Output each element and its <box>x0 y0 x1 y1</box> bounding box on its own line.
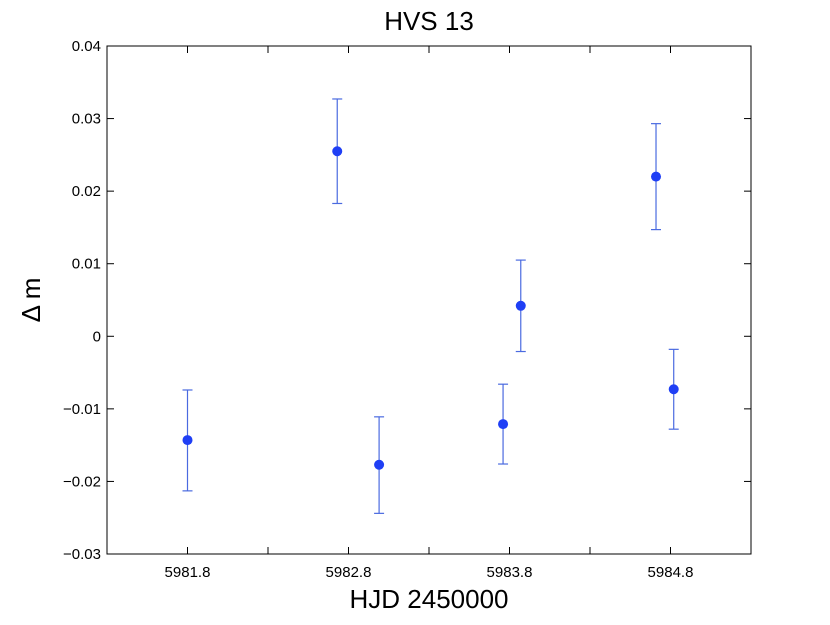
data-point <box>651 171 662 182</box>
data-marks <box>182 98 679 514</box>
data-point <box>668 384 679 395</box>
data-point <box>374 459 385 470</box>
x-tick-label: 5984.8 <box>648 564 694 581</box>
y-tick-label: −0.01 <box>63 401 101 418</box>
data-point <box>182 435 193 446</box>
y-tick-label: 0 <box>93 328 101 345</box>
y-axis-label: Δ m <box>16 278 46 323</box>
y-tick-label: 0.01 <box>72 256 101 273</box>
plot-frame <box>106 45 752 555</box>
y-tick-label: −0.03 <box>63 546 101 563</box>
axes: 5981.8 5982.8 5983.8 5984.8 −0.03 −0.02 −0.01 0… <box>63 38 752 581</box>
data-point <box>515 300 526 311</box>
y-tick-label: 0.04 <box>72 38 101 55</box>
y-tick-label: 0.03 <box>72 111 101 128</box>
data-point <box>332 146 343 157</box>
data-point <box>498 419 509 430</box>
x-tick-label: 5982.8 <box>326 564 372 581</box>
x-axis-label: HJD 2450000 <box>350 584 509 614</box>
x-tick-label: 5983.8 <box>487 564 533 581</box>
x-tick-label: 5981.8 <box>165 564 211 581</box>
chart-title: HVS 13 <box>384 6 474 36</box>
y-tick-label: −0.02 <box>63 473 101 490</box>
y-tick-label: 0.02 <box>72 183 101 200</box>
